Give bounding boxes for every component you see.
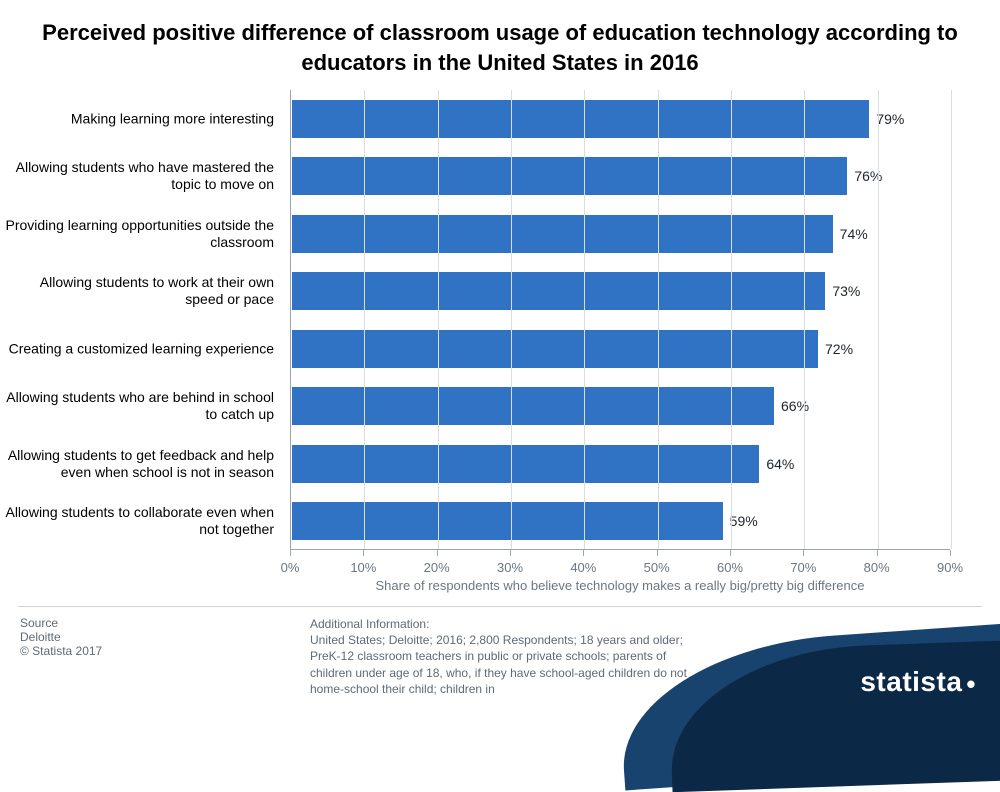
bars-layer: 79%76%74%73%72%66%64%59% bbox=[291, 90, 950, 549]
x-axis-label: Share of respondents who believe technol… bbox=[290, 578, 950, 593]
bar bbox=[291, 156, 848, 196]
x-tick-label: 60% bbox=[717, 560, 743, 575]
chart-title: Perceived positive difference of classro… bbox=[0, 0, 1000, 87]
bar-value-label: 74% bbox=[840, 226, 868, 242]
logo-text: statista • bbox=[860, 666, 976, 698]
y-axis-categories: Making learning more interesting Allowing… bbox=[0, 90, 280, 550]
category-label: Allowing students who have mastered the … bbox=[0, 159, 280, 193]
copyright: © Statista 2017 bbox=[20, 644, 102, 658]
additional-info-heading: Additional Information: bbox=[310, 616, 700, 632]
gridline bbox=[731, 90, 732, 549]
gridline bbox=[364, 90, 365, 549]
additional-info-block: Additional Information: United States; D… bbox=[310, 616, 700, 697]
category-label: Making learning more interesting bbox=[0, 110, 280, 127]
plot-region: 79%76%74%73%72%66%64%59% bbox=[290, 90, 950, 550]
gridline bbox=[584, 90, 585, 549]
x-tick-label: 30% bbox=[497, 560, 523, 575]
gridline bbox=[658, 90, 659, 549]
x-tick-label: 20% bbox=[424, 560, 450, 575]
statista-logo: statista • bbox=[700, 606, 1000, 716]
x-tick-label: 0% bbox=[281, 560, 300, 575]
bar-value-label: 72% bbox=[825, 341, 853, 357]
bar bbox=[291, 444, 760, 484]
footer: Source Deloitte © Statista 2017 Addition… bbox=[0, 606, 1000, 716]
x-tick-mark bbox=[950, 550, 951, 556]
source-name: Deloitte bbox=[20, 630, 102, 644]
gridline bbox=[951, 90, 952, 549]
bar-value-label: 59% bbox=[730, 513, 758, 529]
bar bbox=[291, 99, 870, 139]
gridline bbox=[804, 90, 805, 549]
source-heading: Source bbox=[20, 616, 102, 630]
gridline bbox=[511, 90, 512, 549]
category-label: Allowing students to collaborate even wh… bbox=[0, 504, 280, 538]
category-label: Providing learning opportunities outside… bbox=[0, 217, 280, 251]
bar bbox=[291, 501, 724, 541]
x-tick-label: 90% bbox=[937, 560, 963, 575]
source-block: Source Deloitte © Statista 2017 bbox=[20, 616, 102, 658]
category-label: Allowing students who are behind in scho… bbox=[0, 389, 280, 423]
x-axis-ticks: 0%10%20%30%40%50%60%70%80%90% bbox=[290, 556, 950, 576]
bar bbox=[291, 329, 819, 369]
bar bbox=[291, 214, 834, 254]
chart-area: Making learning more interesting Allowing… bbox=[0, 90, 1000, 600]
category-label: Creating a customized learning experienc… bbox=[0, 340, 280, 357]
bar-value-label: 64% bbox=[766, 456, 794, 472]
gridline bbox=[878, 90, 879, 549]
category-label: Allowing students to work at their own s… bbox=[0, 274, 280, 308]
bar-value-label: 73% bbox=[832, 283, 860, 299]
bar bbox=[291, 271, 826, 311]
category-label: Allowing students to get feedback and he… bbox=[0, 447, 280, 481]
x-tick-label: 50% bbox=[644, 560, 670, 575]
x-tick-label: 40% bbox=[570, 560, 596, 575]
logo-word: statista bbox=[860, 666, 962, 698]
additional-info-text: United States; Deloitte; 2016; 2,800 Res… bbox=[310, 632, 700, 697]
x-tick-label: 10% bbox=[350, 560, 376, 575]
x-tick-label: 80% bbox=[864, 560, 890, 575]
bar-value-label: 79% bbox=[876, 111, 904, 127]
gridline bbox=[438, 90, 439, 549]
x-tick-label: 70% bbox=[790, 560, 816, 575]
